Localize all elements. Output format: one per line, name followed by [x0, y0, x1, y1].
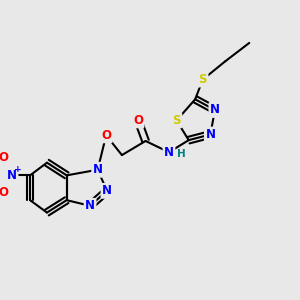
Text: N: N: [164, 146, 174, 159]
Text: N: N: [85, 199, 95, 212]
Text: O: O: [101, 129, 111, 142]
Text: S: S: [172, 114, 181, 127]
Text: O: O: [0, 152, 9, 164]
Text: O: O: [0, 186, 9, 199]
Text: N: N: [210, 103, 220, 116]
Text: H: H: [177, 149, 186, 159]
Text: N: N: [93, 163, 103, 176]
Text: S: S: [199, 73, 207, 86]
Text: N: N: [206, 128, 215, 141]
Text: N: N: [7, 169, 17, 182]
Text: O: O: [133, 114, 143, 127]
Text: +: +: [14, 165, 22, 174]
Text: N: N: [102, 184, 112, 197]
